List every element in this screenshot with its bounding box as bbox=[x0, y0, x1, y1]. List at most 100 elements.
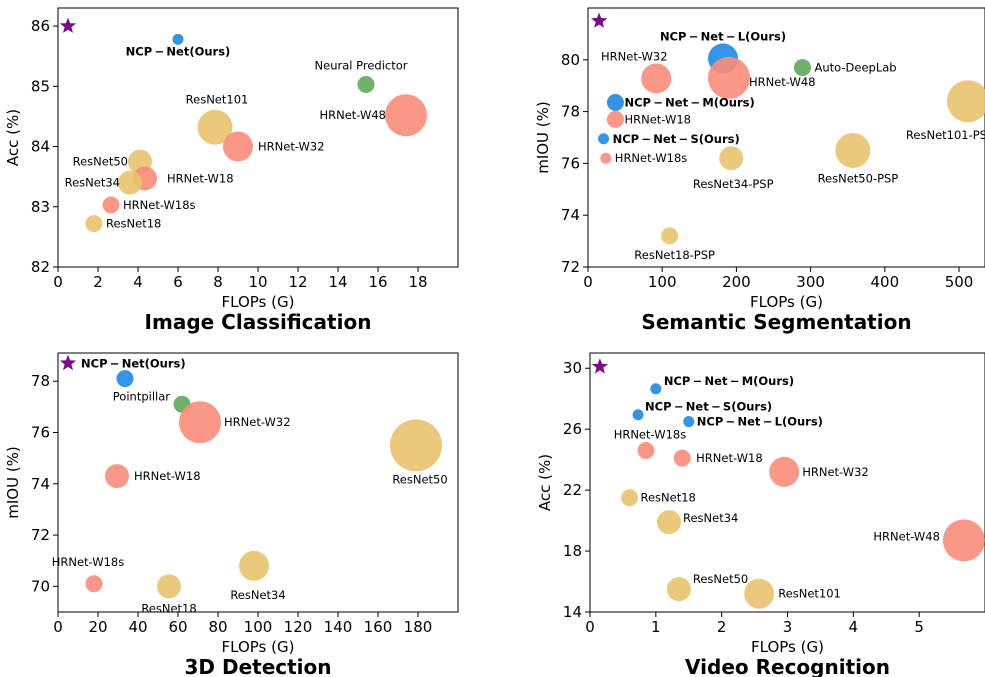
data-point bbox=[118, 170, 142, 195]
data-label: NCP − Net − S(Ours) bbox=[645, 400, 772, 414]
data-label: NCP − Net − L(Ours) bbox=[660, 30, 786, 44]
chart-title: 3D Detection bbox=[184, 655, 331, 677]
data-point bbox=[942, 519, 985, 562]
x-tick-label: 300 bbox=[796, 273, 825, 291]
data-point bbox=[179, 401, 221, 444]
x-tick-label: 0 bbox=[583, 273, 593, 291]
y-tick-label: 83 bbox=[31, 198, 50, 216]
data-point bbox=[172, 33, 184, 45]
data-label: ResNet101-PSP bbox=[906, 128, 985, 142]
star-marker bbox=[591, 358, 608, 374]
data-label: Pointpillar bbox=[113, 389, 170, 403]
data-label: ResNet34 bbox=[230, 588, 285, 602]
y-tick-label: 85 bbox=[31, 77, 50, 95]
data-point bbox=[85, 575, 103, 593]
y-tick-label: 26 bbox=[563, 420, 582, 438]
data-point bbox=[85, 215, 103, 233]
data-point bbox=[157, 574, 181, 599]
data-point bbox=[641, 63, 672, 94]
data-label: HRNet-W48 bbox=[319, 108, 386, 122]
data-labels: NCP − Net − L(Ours) HRNet-W32 HRNet-W48Aut… bbox=[601, 30, 985, 262]
x-tick-label: 200 bbox=[722, 273, 751, 291]
x-tick-label: 20 bbox=[88, 618, 107, 636]
data-label: HRNet-W18s bbox=[123, 198, 196, 212]
x-tick-label: 80 bbox=[208, 618, 227, 636]
y-tick-label: 78 bbox=[561, 103, 580, 121]
x-tick-label: 120 bbox=[284, 618, 313, 636]
data-point bbox=[606, 94, 624, 112]
y-tick-label: 70 bbox=[31, 577, 50, 595]
data-label: NCP − Net − S(Ours) bbox=[613, 132, 740, 146]
data-point bbox=[357, 75, 375, 93]
y-axis-label: Acc (%) bbox=[536, 454, 554, 511]
y-tick-label: 18 bbox=[563, 542, 582, 560]
y-tick-label: 78 bbox=[31, 372, 50, 390]
data-label: HRNet-W18s bbox=[615, 151, 688, 165]
data-point bbox=[744, 578, 775, 609]
data-label: Neural Predictor bbox=[315, 58, 408, 72]
y-tick-label: 76 bbox=[31, 423, 50, 441]
data-label: NCP − Net − L(Ours) bbox=[697, 415, 823, 429]
data-point bbox=[197, 109, 233, 145]
data-point bbox=[719, 146, 744, 171]
data-label: ResNet50 bbox=[392, 472, 447, 486]
data-label: HRNet-W18s bbox=[614, 428, 687, 442]
y-tick-label: 72 bbox=[31, 526, 50, 544]
data-label: NCP − Net − M(Ours) bbox=[624, 96, 754, 110]
data-points bbox=[591, 358, 985, 609]
data-label: ResNet101 bbox=[186, 92, 249, 106]
data-labels: NCP − Net(Ours) Pointpillar HRNet-W32 ResNe… bbox=[52, 356, 448, 615]
data-label: HRNet-W48 bbox=[873, 529, 940, 543]
data-point bbox=[239, 550, 269, 581]
chart-title: Semantic Segmentation bbox=[641, 310, 911, 334]
data-point bbox=[769, 456, 800, 487]
data-point bbox=[835, 132, 871, 168]
data-label: NCP − Net − M(Ours) bbox=[664, 374, 794, 388]
data-point bbox=[598, 133, 610, 145]
x-tick-label: 1 bbox=[651, 618, 661, 636]
x-tick-label: 4 bbox=[133, 273, 143, 291]
x-tick-label: 160 bbox=[364, 618, 393, 636]
x-tick-label: 8 bbox=[213, 273, 223, 291]
data-label: Auto-DeepLab bbox=[814, 61, 896, 75]
x-tick-label: 6 bbox=[173, 273, 183, 291]
data-label: HRNet-W32 bbox=[258, 140, 325, 154]
data-point bbox=[683, 416, 695, 428]
x-tick-label: 0 bbox=[585, 618, 595, 636]
x-tick-label: 180 bbox=[404, 618, 433, 636]
x-tick-label: 10 bbox=[248, 273, 267, 291]
x-tick-label: 60 bbox=[168, 618, 187, 636]
y-tick-label: 74 bbox=[31, 475, 50, 493]
x-tick-label: 40 bbox=[128, 618, 147, 636]
data-point bbox=[637, 442, 655, 460]
plot-frame bbox=[587, 7, 985, 268]
data-label: HRNet-W18 bbox=[134, 469, 201, 483]
y-tick-label: 76 bbox=[561, 154, 580, 172]
data-points bbox=[59, 17, 427, 233]
data-label: ResNet18 bbox=[106, 217, 161, 231]
x-tick-label: 16 bbox=[368, 273, 387, 291]
y-axis-label: mIOU (%) bbox=[4, 446, 22, 519]
data-label: HRNet-W18 bbox=[624, 112, 691, 126]
data-point bbox=[102, 196, 120, 214]
x-tick-label: 140 bbox=[324, 618, 353, 636]
star-marker bbox=[59, 354, 77, 371]
data-point bbox=[793, 59, 811, 77]
y-axis-label: mIOU (%) bbox=[534, 101, 552, 174]
y-tick-label: 72 bbox=[561, 258, 580, 276]
star-marker bbox=[591, 12, 608, 28]
data-point bbox=[661, 227, 679, 245]
data-point bbox=[621, 489, 638, 507]
x-tick-label: 2 bbox=[93, 273, 103, 291]
x-axis-label: FLOPs (G) bbox=[750, 293, 823, 311]
chart-panel: 0 2 4 6 8 10 12 14 16 18 82 83 84 85 86 FLOPs (G) Acc (%… bbox=[4, 7, 459, 334]
x-tick-label: 0 bbox=[53, 618, 63, 636]
y-tick-label: 80 bbox=[561, 51, 580, 69]
x-tick-label: 18 bbox=[408, 273, 427, 291]
x-axis-label: FLOPs (G) bbox=[751, 638, 824, 656]
x-tick-label: 500 bbox=[945, 273, 974, 291]
data-point bbox=[385, 94, 427, 137]
data-point bbox=[606, 110, 624, 128]
y-tick-label: 74 bbox=[561, 206, 580, 224]
